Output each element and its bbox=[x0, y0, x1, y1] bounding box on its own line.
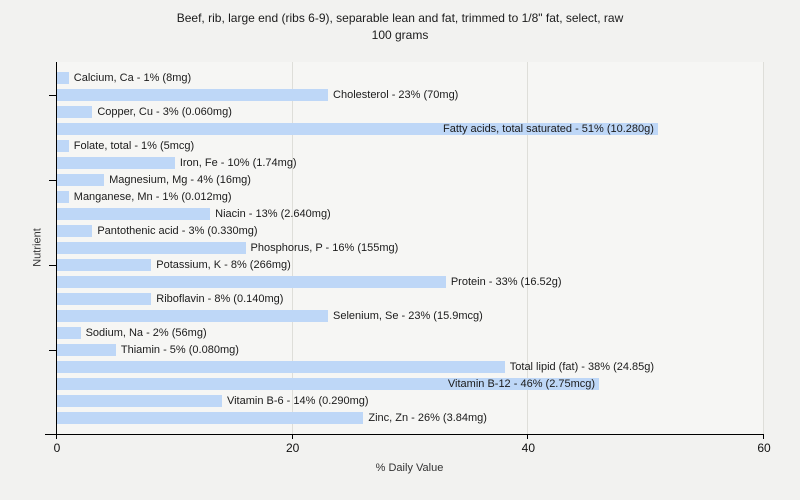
bar-label: Niacin - 13% (2.640mg) bbox=[215, 208, 331, 221]
bar bbox=[57, 258, 152, 271]
x-axis-tick bbox=[763, 434, 764, 439]
chart-title: Beef, rib, large end (ribs 6-9), separab… bbox=[176, 11, 624, 25]
x-axis-tick bbox=[291, 434, 293, 439]
bar-label: Iron, Fe - 10% (1.74mg) bbox=[179, 157, 297, 170]
bar bbox=[57, 208, 211, 221]
bar-row: Thiamin - 5% (0.080mg) bbox=[57, 341, 764, 358]
bar-row: Magnesium, Mg - 4% (16mg) bbox=[57, 172, 764, 189]
bar-row: Sodium, Na - 2% (56mg) bbox=[57, 324, 764, 341]
bar bbox=[57, 242, 246, 254]
x-axis-tick-label: 40 bbox=[521, 441, 536, 455]
y-axis-tick bbox=[49, 95, 57, 97]
bar-row: Protein - 33% (16.52g) bbox=[57, 273, 764, 290]
bar-label: Magnesium, Mg - 4% (16mg) bbox=[109, 174, 251, 187]
bar-row: Riboflavin - 8% (0.140mg) bbox=[57, 290, 764, 307]
bar-label: Calcium, Ca - 1% (8mg) bbox=[73, 72, 192, 85]
bar bbox=[57, 89, 329, 102]
bar-label: Zinc, Zn - 26% (3.84mg) bbox=[368, 411, 487, 424]
bar bbox=[57, 174, 105, 187]
gridline bbox=[527, 62, 529, 434]
bar-row: Iron, Fe - 10% (1.74mg) bbox=[57, 155, 764, 172]
bar bbox=[57, 140, 69, 153]
bar-row: Calcium, Ca - 1% (8mg) bbox=[57, 70, 764, 87]
bar-label: Riboflavin - 8% (0.140mg) bbox=[156, 292, 284, 305]
bar-row: Cholesterol - 23% (70mg) bbox=[57, 87, 764, 104]
bar bbox=[57, 411, 364, 424]
bar bbox=[57, 157, 175, 170]
bar-label: Potassium, K - 8% (266mg) bbox=[156, 258, 291, 271]
bar-row: Potassium, K - 8% (266mg) bbox=[57, 256, 764, 273]
bar bbox=[57, 123, 658, 136]
bar-row: Zinc, Zn - 26% (3.84mg) bbox=[57, 409, 764, 426]
gridline bbox=[763, 62, 764, 434]
bar-row: Folate, total - 1% (5mcg) bbox=[57, 138, 764, 155]
bar-label: Manganese, Mn - 1% (0.012mg) bbox=[73, 191, 232, 204]
chart-subtitle: 100 grams bbox=[371, 28, 429, 42]
bar-label: Total lipid (fat) - 38% (24.85g) bbox=[509, 360, 655, 373]
x-axis-tick-label: 20 bbox=[285, 441, 300, 455]
y-axis-title: Nutrient bbox=[31, 228, 44, 267]
bar-label: Vitamin B-6 - 14% (0.290mg) bbox=[226, 394, 369, 407]
bar-label: Pantothenic acid - 3% (0.330mg) bbox=[97, 225, 258, 238]
bar-label: Phosphorus, P - 16% (155mg) bbox=[250, 242, 399, 254]
bar-row: Copper, Cu - 3% (0.060mg) bbox=[57, 104, 764, 121]
bar-label: Selenium, Se - 23% (15.9mcg) bbox=[333, 309, 483, 322]
bar bbox=[57, 106, 93, 119]
x-axis-tick-label: 0 bbox=[53, 441, 61, 455]
y-axis-tick bbox=[49, 264, 57, 266]
bar-label: Thiamin - 5% (0.080mg) bbox=[120, 343, 239, 356]
x-axis-tick bbox=[527, 434, 529, 439]
bar-label: Sodium, Na - 2% (56mg) bbox=[85, 326, 207, 339]
bar bbox=[57, 275, 446, 288]
bar-row: Phosphorus, P - 16% (155mg) bbox=[57, 240, 764, 257]
bar bbox=[57, 292, 152, 305]
bar-label: Copper, Cu - 3% (0.060mg) bbox=[97, 106, 232, 119]
bar bbox=[57, 191, 69, 204]
bar-label: Vitamin B-12 - 46% (2.75mcg) bbox=[447, 377, 596, 390]
bar-label: Folate, total - 1% (5mcg) bbox=[73, 140, 195, 153]
x-axis-title: % Daily Value bbox=[375, 462, 444, 474]
bar-label: Protein - 33% (16.52g) bbox=[450, 275, 562, 288]
y-axis-tick bbox=[49, 180, 57, 182]
bar-row: Total lipid (fat) - 38% (24.85g) bbox=[57, 358, 764, 375]
bar bbox=[57, 225, 93, 238]
bar bbox=[57, 360, 505, 373]
bar-row: Niacin - 13% (2.640mg) bbox=[57, 206, 764, 223]
x-axis-tick bbox=[56, 434, 57, 439]
bar-label: Cholesterol - 23% (70mg) bbox=[333, 89, 459, 102]
bar bbox=[57, 309, 329, 322]
bar bbox=[57, 394, 222, 407]
bar-rows: Calcium, Ca - 1% (8mg) Cholesterol - 23% … bbox=[57, 70, 764, 426]
y-axis-tick bbox=[49, 349, 57, 351]
bar-row: Pantothenic acid - 3% (0.330mg) bbox=[57, 223, 764, 240]
bar bbox=[57, 72, 69, 85]
bar-row: Manganese, Mn - 1% (0.012mg) bbox=[57, 189, 764, 206]
bar bbox=[57, 377, 600, 390]
x-axis-line bbox=[45, 434, 764, 435]
x-axis-tick-label: 60 bbox=[757, 441, 771, 455]
bar-row: Fatty acids, total saturated - 51% (10.2… bbox=[57, 121, 764, 138]
plot-area: Calcium, Ca - 1% (8mg) Cholesterol - 23% … bbox=[49, 62, 771, 455]
bar-row: Selenium, Se - 23% (15.9mcg) bbox=[57, 307, 764, 324]
bar-row: Vitamin B-12 - 46% (2.75mcg) bbox=[57, 375, 764, 392]
bar bbox=[57, 326, 81, 339]
bar-row: Vitamin B-6 - 14% (0.290mg) bbox=[57, 392, 764, 409]
bar-label: Fatty acids, total saturated - 51% (10.2… bbox=[443, 123, 654, 136]
bar bbox=[57, 343, 116, 356]
gridline bbox=[291, 62, 293, 434]
